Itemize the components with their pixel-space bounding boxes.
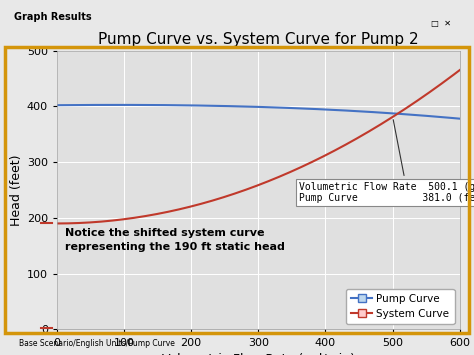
System Curve <box>54 221 60 225</box>
Legend: Pump Curve, System Curve: Pump Curve, System Curve <box>346 289 455 324</box>
Pump Curve <box>457 116 463 121</box>
Text: Volumetric Flow Rate  500.1 (gal/min)
Pump Curve           381.0 (feet): Volumetric Flow Rate 500.1 (gal/min) Pum… <box>299 120 474 203</box>
Pump Curve <box>186 103 192 108</box>
Text: □  ✕: □ ✕ <box>430 19 451 28</box>
System Curve <box>308 160 313 165</box>
X-axis label: Volumetric Flow Rate (gal/min): Volumetric Flow Rate (gal/min) <box>162 353 355 355</box>
Text: Graph Results: Graph Results <box>14 12 91 22</box>
Pump Curve <box>309 107 314 111</box>
Pump Curve <box>54 103 60 107</box>
Text: Base Scenario/English Units/Pump Curve: Base Scenario/English Units/Pump Curve <box>18 339 174 349</box>
Text: Notice the shifted system curve
representing the 190 ft static head: Notice the shifted system curve represen… <box>65 228 285 252</box>
Pump Curve <box>348 109 354 113</box>
Pump Curve <box>102 103 108 107</box>
System Curve <box>345 141 351 146</box>
Y-axis label: Head (feet): Head (feet) <box>9 154 23 226</box>
Pump Curve <box>215 104 220 108</box>
System Curve <box>347 140 353 144</box>
Line: System Curve: System Curve <box>57 70 460 223</box>
System Curve <box>102 219 108 223</box>
Pump Curve <box>115 103 120 107</box>
Pump Curve <box>346 109 352 113</box>
System Curve <box>457 68 463 72</box>
System Curve <box>214 197 219 202</box>
Title: Pump Curve vs. System Curve for Pump 2: Pump Curve vs. System Curve for Pump 2 <box>98 32 419 47</box>
Line: Pump Curve: Pump Curve <box>57 105 460 119</box>
System Curve <box>185 205 191 209</box>
